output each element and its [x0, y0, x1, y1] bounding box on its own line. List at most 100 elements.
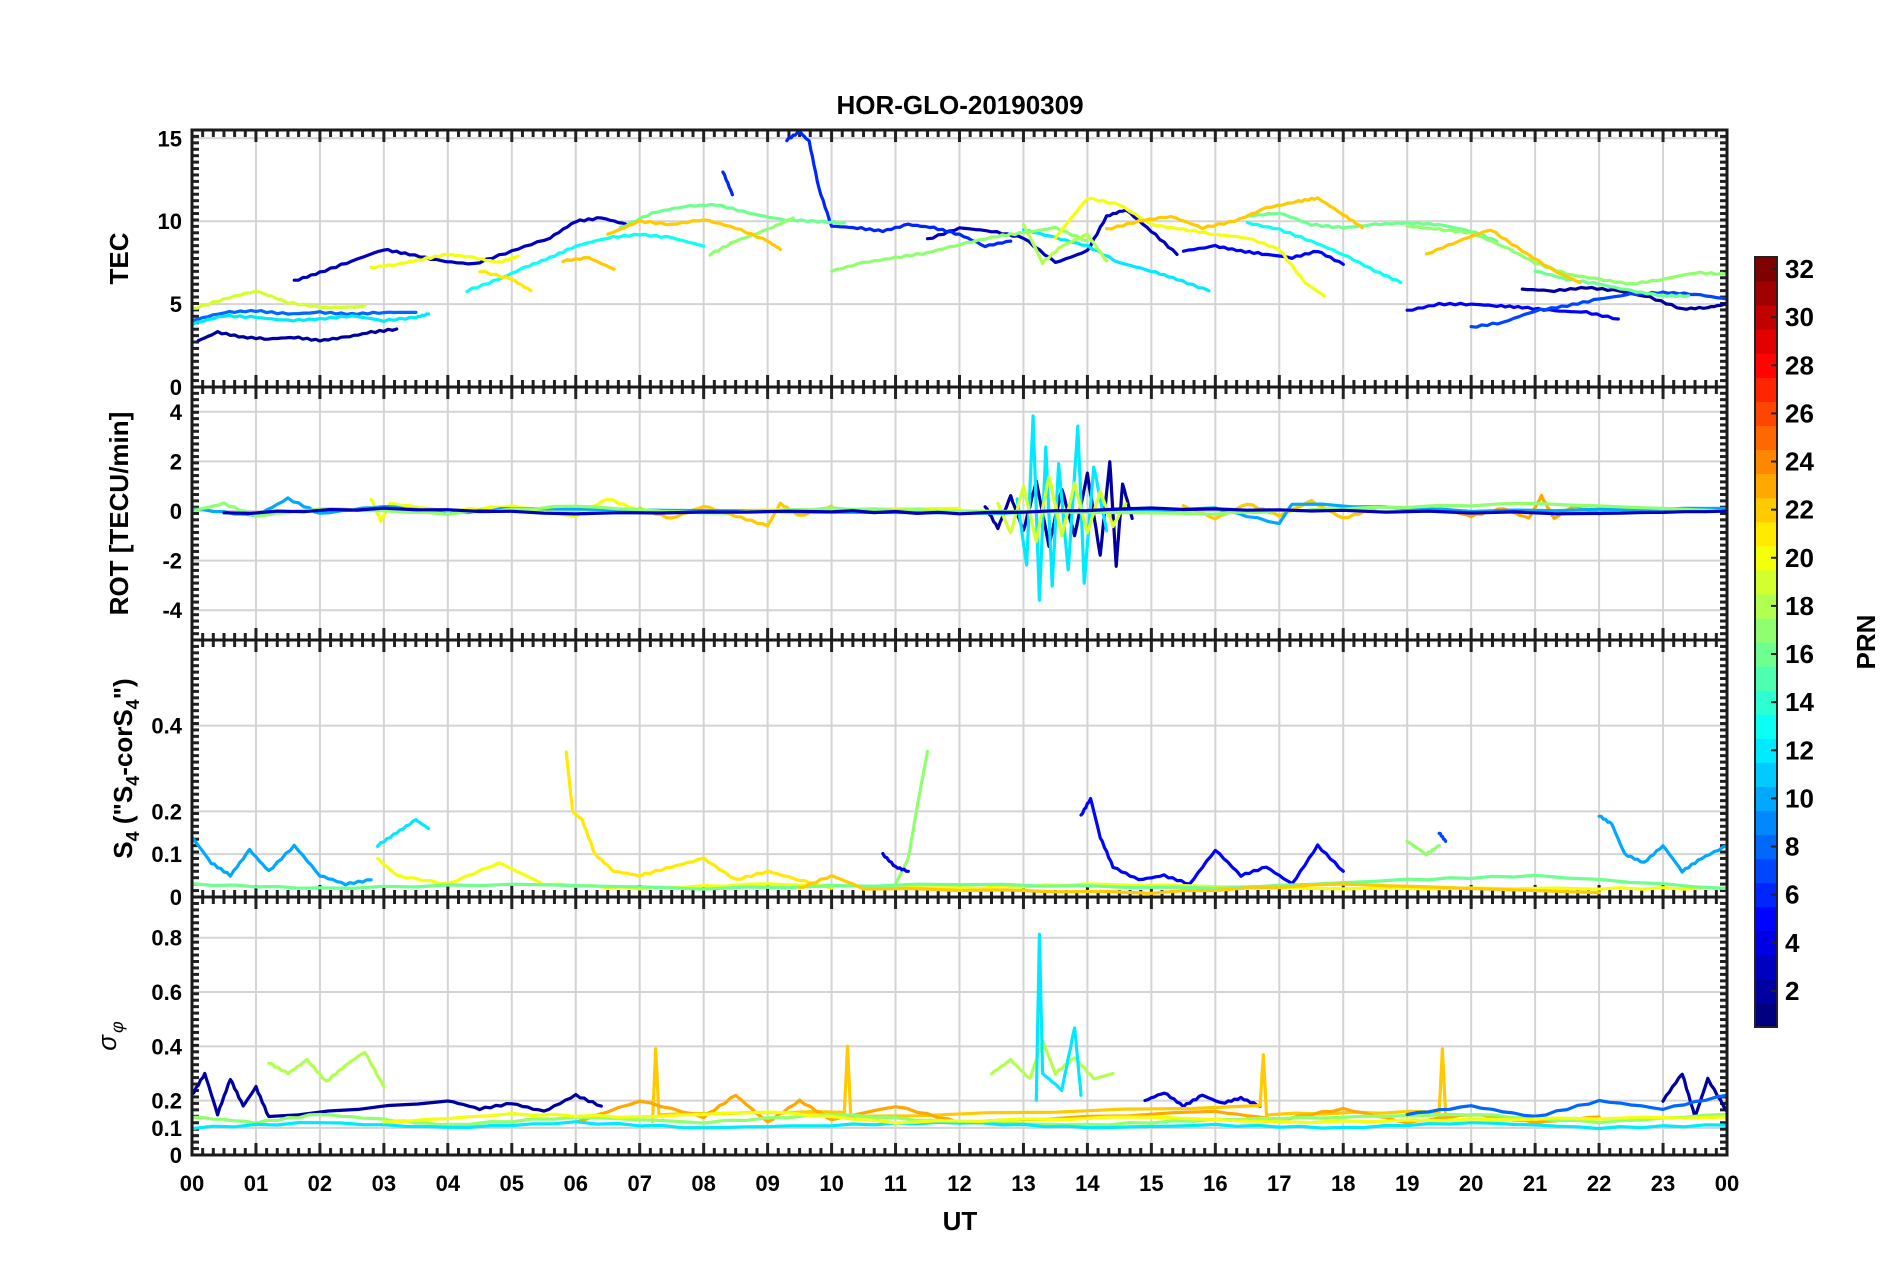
y-axis-title-part: 4 [123, 776, 143, 786]
y-tick-label: 15 [158, 126, 182, 151]
series-prn-23 [574, 1093, 1601, 1125]
series-prn-2 [192, 1071, 603, 1119]
x-tick-label: 17 [1267, 1171, 1291, 1196]
y-axis-title: TEC [104, 232, 134, 284]
series-prn-22 [606, 218, 783, 251]
colorbar-tick-label: 8 [1785, 832, 1799, 862]
y-tick-label: 0 [170, 375, 182, 400]
series-prn-4 [881, 851, 910, 873]
colorbar-tick-label: 6 [1785, 880, 1799, 910]
series-prn-22 [561, 255, 616, 271]
series-prn-2 [196, 327, 399, 343]
colorbar-step [1755, 930, 1777, 956]
x-tick-label: 23 [1651, 1171, 1675, 1196]
series-prn-5 [1181, 243, 1345, 266]
y-tick-label: 0.8 [151, 926, 182, 951]
x-tick-label: 22 [1587, 1171, 1611, 1196]
x-tick-label: 11 [884, 1171, 907, 1196]
colorbar-tick-label: 24 [1785, 447, 1814, 477]
y-axis-title: σφ [92, 1021, 127, 1051]
colorbar-step [1755, 738, 1777, 763]
x-tick-label: 19 [1395, 1171, 1419, 1196]
series-prn-20 [1053, 196, 1326, 298]
series-prn-22 [638, 501, 834, 528]
series-prn-12 [192, 1120, 1727, 1131]
axes-frame [190, 895, 1729, 1157]
x-tick-label: 04 [436, 1171, 461, 1196]
series-prn-17 [1405, 839, 1441, 857]
colorbar-tick-label: 14 [1785, 687, 1814, 717]
series-prn-17 [1405, 224, 1727, 286]
series-prn-22 [650, 1044, 1448, 1124]
x-tick-label: 09 [755, 1171, 779, 1196]
series-group [192, 130, 1727, 343]
y-axis-title-part: ("S [108, 786, 138, 832]
colorbar-step [1755, 521, 1777, 547]
series-prn-22 [1424, 228, 1582, 285]
colorbar-step [1755, 1002, 1777, 1028]
colorbar-step [1755, 401, 1777, 427]
y-tick-label: -4 [162, 598, 182, 623]
colorbar-step [1755, 810, 1777, 836]
chart-title: HOR-GLO-20190309 [836, 90, 1083, 120]
series-prn-16 [1533, 269, 1691, 299]
colorbar-step [1755, 497, 1777, 523]
series-prn-13 [1245, 220, 1403, 285]
series-prn-3 [292, 216, 629, 282]
series-prn-4 [1143, 1091, 1262, 1109]
y-tick-label: 0.1 [151, 1116, 182, 1141]
colorbar-tick-label: 16 [1785, 639, 1814, 669]
colorbar-tick-label: 10 [1785, 783, 1814, 813]
colorbar-step [1755, 257, 1777, 282]
colorbar-tick-label: 28 [1785, 350, 1814, 380]
x-tick-label: 01 [244, 1171, 268, 1196]
x-tick-label: 00 [180, 1171, 204, 1196]
y-axis-title: ROT [TECU/min] [104, 412, 134, 616]
colorbar-step [1755, 762, 1777, 787]
x-tick-label: 03 [372, 1171, 396, 1196]
y-tick-label: 0.2 [151, 799, 182, 824]
panel-rot: -4 -2 0 2 4 ROT [TECU/min] [104, 385, 1729, 642]
colorbar-step [1755, 353, 1777, 378]
series-prn-19 [996, 475, 1128, 543]
colorbar-tick-label: 12 [1785, 735, 1814, 765]
y-tick-label: 0.2 [151, 1089, 182, 1114]
colorbar-tick-label: 4 [1785, 928, 1800, 958]
colorbar-step [1755, 617, 1777, 643]
series-prn-21 [564, 750, 834, 891]
y-tick-label: 0 [170, 499, 182, 524]
series-group [192, 414, 1727, 602]
series-prn-20 [382, 1110, 1727, 1125]
series-prn-16 [192, 873, 1727, 891]
panel-s4: 00.10.20.4S4 ("S4-corS4") [108, 638, 1729, 910]
colorbar-label: PRN [1851, 615, 1881, 670]
colorbar-tick-label: 32 [1785, 254, 1814, 284]
x-tick-label: 05 [500, 1171, 524, 1196]
x-tick-label: 08 [691, 1171, 715, 1196]
series-prn-22 [797, 873, 1601, 895]
x-tick-label: 06 [564, 1171, 588, 1196]
colorbar-step [1755, 425, 1777, 451]
y-axis-title-part: S [108, 841, 138, 858]
colorbar-step [1755, 545, 1777, 571]
series-group [192, 749, 1727, 895]
series-prn-6 [785, 130, 1013, 249]
y-axis-title-part: ") [108, 678, 138, 699]
y-axis-title-part: φ [107, 1021, 127, 1033]
colorbar-step [1755, 834, 1777, 860]
y-axis-title-part: σ [92, 1034, 122, 1051]
x-tick-label: 16 [1203, 1171, 1227, 1196]
y-tick-label: 0.6 [151, 980, 182, 1005]
y-tick-label: 0.4 [151, 1034, 182, 1059]
colorbar-tick-label: 26 [1785, 398, 1814, 428]
series-prn-13 [465, 232, 706, 294]
colorbar-step [1755, 714, 1777, 739]
colorbar-step [1755, 858, 1777, 884]
colorbar-step [1755, 593, 1777, 619]
colorbar-step [1755, 786, 1777, 812]
colorbar-step [1755, 473, 1777, 499]
colorbar-tick-label: 30 [1785, 302, 1814, 332]
